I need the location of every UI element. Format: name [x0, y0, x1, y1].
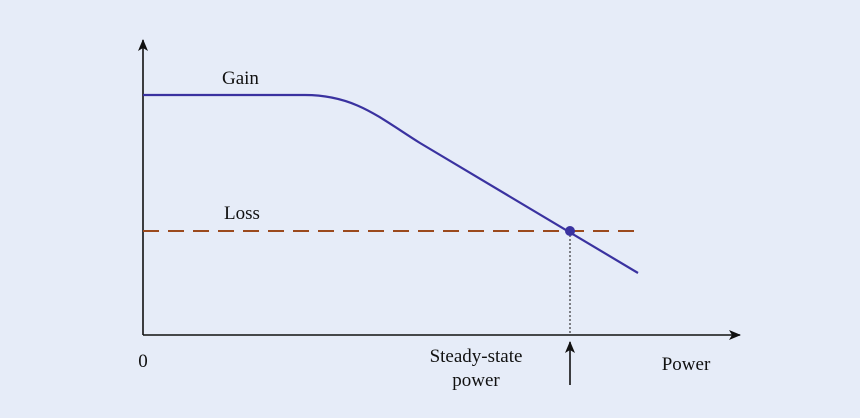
- origin-label: 0: [138, 351, 148, 372]
- marker-label: power: [452, 370, 500, 391]
- loss-label: Loss: [224, 203, 260, 224]
- gain-curve: [143, 93, 639, 274]
- steady-state-point: [565, 226, 575, 236]
- x-axis-label: Power: [662, 354, 711, 375]
- gain-label: Gain: [222, 68, 259, 89]
- marker-label: Steady-state: [430, 346, 523, 367]
